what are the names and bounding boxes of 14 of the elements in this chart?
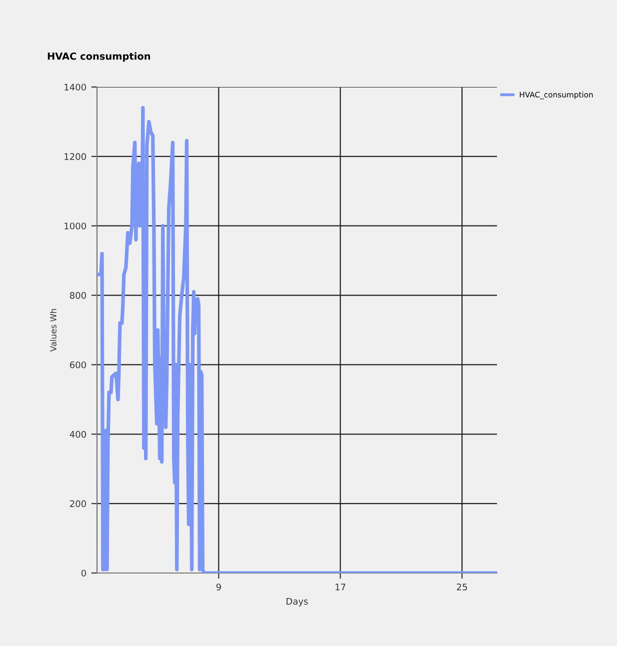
x-tick-label: 25	[456, 584, 467, 590]
y-tick-label: 1000	[64, 222, 86, 230]
chart-title: HVAC consumption	[48, 52, 150, 62]
y-tick-label: 200	[70, 500, 86, 508]
x-tick-label: 9	[216, 584, 221, 590]
y-tick-label: 1200	[64, 153, 86, 160]
y-tick-label: 400	[70, 430, 86, 438]
y-tick-label: 1400	[64, 84, 86, 91]
x-axis-title: Days	[286, 598, 308, 606]
y-tick-label: 0	[81, 570, 86, 577]
x-tick-label: 17	[336, 584, 346, 590]
y-axis-title: Values Wh	[50, 309, 56, 352]
y-tick-label: 800	[70, 292, 86, 299]
y-tick-label: 600	[70, 361, 86, 368]
